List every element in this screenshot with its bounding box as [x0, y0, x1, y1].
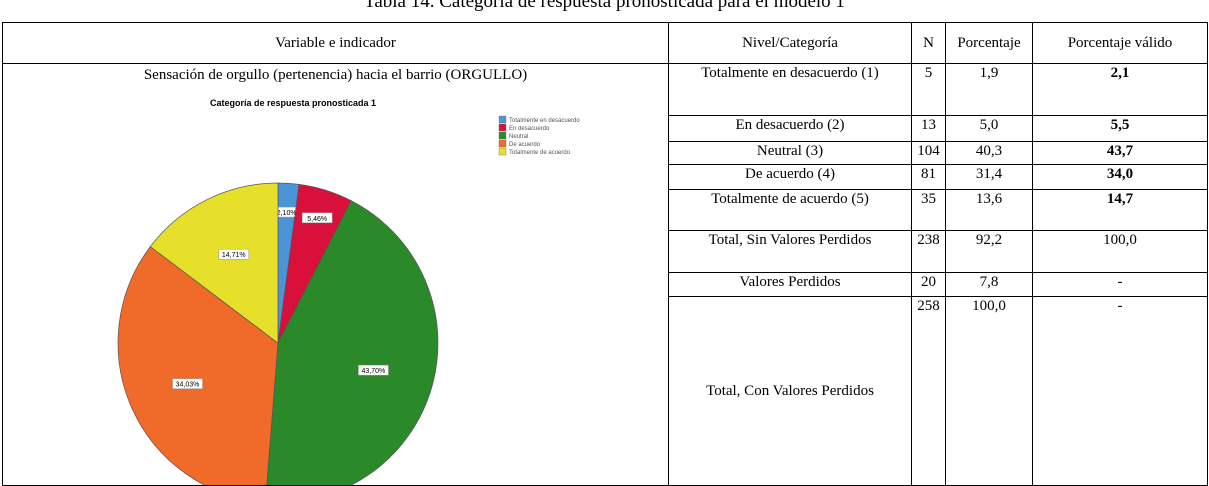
slice-label: 5,46% [307, 216, 327, 223]
cell: 7,8 [945, 272, 1033, 298]
pie-slice [117, 246, 279, 485]
table-title: Tabla 14. Categoría de respuesta pronost… [364, 0, 845, 12]
cell: 92,2 [945, 230, 1033, 274]
header-cell: N [911, 22, 946, 64]
cell: 13,6 [945, 189, 1033, 232]
legend-swatch [498, 147, 507, 156]
cell: - [1032, 272, 1208, 298]
cell: 81 [911, 164, 946, 191]
cell: - [1032, 296, 1208, 486]
cell: 34,0 [1032, 164, 1208, 191]
cell: Total, Sin Valores Perdidos [668, 230, 912, 274]
cell: De acuerdo (4) [668, 164, 912, 191]
chart-title: Categoría de respuesta pronosticada 1 [210, 98, 376, 108]
slice-label-box [358, 364, 389, 376]
cell: 43,7 [1032, 141, 1208, 166]
legend-swatch [498, 123, 507, 132]
cell: 100,0 [1032, 230, 1208, 274]
cell: 2,1 [1032, 62, 1208, 117]
cell: Neutral (3) [668, 141, 912, 166]
header-cell: Porcentaje [945, 22, 1033, 64]
slice-label-box [301, 212, 333, 224]
legend-label: En desacuerdo [509, 126, 550, 132]
slice-label-box [218, 248, 250, 260]
legend-swatch [498, 139, 507, 148]
cell: 104 [911, 141, 946, 166]
cell: 13 [911, 115, 946, 143]
cell: Totalmente en desacuerdo (1) [668, 62, 912, 117]
cell: 258 [911, 296, 946, 486]
cell: 5 [911, 62, 946, 117]
cell: 40,3 [945, 141, 1033, 166]
slice-label-box [172, 378, 203, 389]
cell: 5,0 [945, 115, 1033, 143]
table: Variable e indicador Nivel/Categoría N P… [2, 22, 1208, 486]
legend-label: Totalmente en desacuerdo [509, 118, 580, 124]
slice-label: 2,10% [277, 210, 297, 217]
table-row: Valores Perdidos 20 7,8- [3, 272, 1208, 298]
slice-label: 14,71% [222, 252, 246, 259]
variable-cell: Sensación de orgullo (pertenencia) hacia… [2, 63, 669, 486]
cell: 14,7 [1032, 189, 1208, 232]
legend-swatch [498, 115, 507, 124]
table-row: Neutral (3) 104 40,3 43,7 [3, 141, 1208, 166]
table-row: Total, Con Valores Perdidos 258 100,0- [3, 296, 1208, 486]
legend-label: Neutral [509, 134, 528, 140]
cell: 31,4 [945, 164, 1033, 191]
slice-label: 43,70% [362, 368, 386, 375]
pie-slice [266, 200, 439, 485]
cell: 1,9 [945, 62, 1033, 117]
header-cell: Variable e indicador [2, 22, 669, 64]
table-row: Sensación de orgullo (pertenencia) hacia… [2, 62, 1208, 486]
table-row: Totalmente de acuerdo (5) 35 13,6 14,7 [3, 189, 1208, 232]
legend-label: Totalmente de acuerdo [509, 150, 571, 156]
cell: Total, Con Valores Perdidos [668, 296, 912, 486]
cell: 100,0 [945, 296, 1033, 486]
cell: 5,5 [1032, 115, 1208, 143]
header-cell: Porcentaje válido [1032, 22, 1208, 64]
variable-label: Sensación de orgullo (pertenencia) hacia… [143, 67, 528, 83]
cell: Valores Perdidos [668, 272, 912, 298]
cell: 35 [911, 189, 946, 232]
pie-slice [149, 182, 279, 344]
legend-swatch [498, 131, 507, 140]
legend-label: De acuerdo [509, 142, 541, 148]
table-row: Total, Sin Valores Perdidos 238 92,2 100,0 [3, 230, 1208, 274]
header-cell: Nivel/Categoría [668, 22, 912, 64]
cell: En desacuerdo (2) [668, 115, 912, 143]
cell: Totalmente de acuerdo (5) [668, 189, 912, 232]
cell: 238 [911, 230, 946, 274]
table-row: En desacuerdo (2) 13 5,0 5,5 [3, 115, 1208, 143]
pie-chart: Categoría de respuesta pronosticada 1 2,1… [117, 98, 580, 485]
cell: 20 [911, 272, 946, 298]
header-row: Variable e indicador Nivel/Categoría N P… [2, 22, 1208, 64]
slice-label: 34,03% [176, 382, 200, 389]
